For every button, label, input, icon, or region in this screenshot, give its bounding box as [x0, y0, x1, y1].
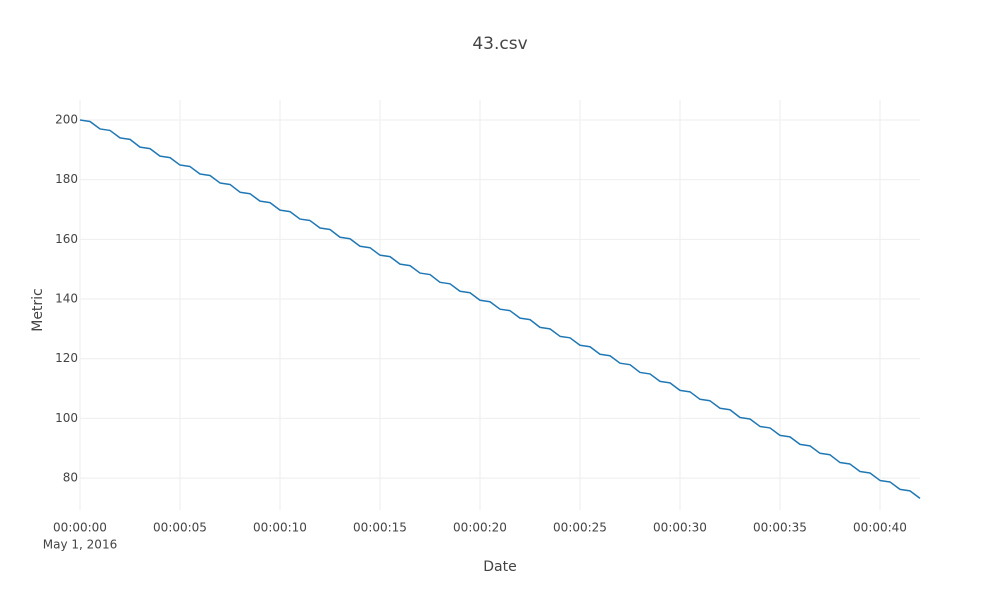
- x-tick-label: 00:00:10: [253, 521, 307, 535]
- chart-title: 43.csv: [472, 34, 527, 54]
- x-tick-label: 00:00:35: [753, 521, 807, 535]
- y-tick-label: 80: [63, 471, 78, 485]
- x-axis-title: Date: [483, 559, 516, 575]
- y-tick-label: 120: [55, 351, 78, 365]
- x-tick-label: 00:00:25: [553, 521, 607, 535]
- line: [79, 119, 921, 499]
- x-tick-label: 00:00:00: [53, 521, 107, 535]
- y-tick-label: 140: [55, 292, 78, 306]
- y-tick-label: 100: [55, 411, 78, 425]
- x-date-label: May 1, 2016: [43, 538, 117, 552]
- y-tick-label: 180: [55, 172, 78, 186]
- x-tick-label: 00:00:20: [453, 521, 507, 535]
- y-tick-label: 160: [55, 232, 78, 246]
- x-tick-label: 00:00:15: [353, 521, 407, 535]
- y-tick-label: 200: [55, 112, 78, 126]
- x-tick-label: 00:00:05: [153, 521, 207, 535]
- x-tick-label: 00:00:30: [653, 521, 707, 535]
- x-tick-label: 00:00:40: [853, 521, 907, 535]
- y-axis-title: Metric: [30, 288, 46, 332]
